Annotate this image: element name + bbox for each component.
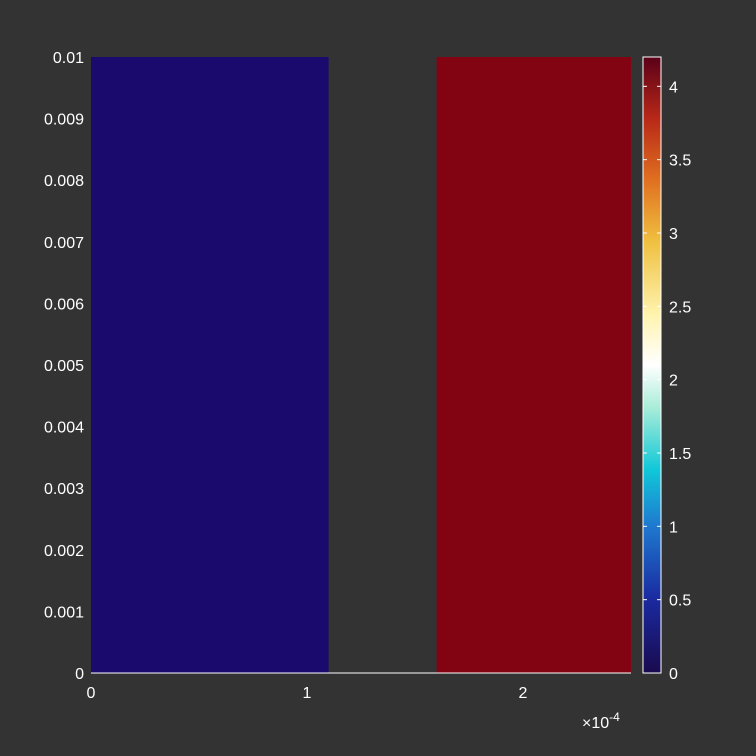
colorbar-gradient bbox=[642, 56, 662, 674]
y-tick-label: 0.007 bbox=[44, 235, 84, 252]
colorbar-tick-label: 3.5 bbox=[669, 153, 691, 170]
colorbar bbox=[642, 56, 662, 674]
x-axis: 0 1 2 bbox=[87, 672, 631, 702]
plot-area bbox=[91, 57, 631, 673]
colorbar-tick-label: 0 bbox=[669, 666, 678, 683]
y-tick-label: 0.002 bbox=[44, 543, 84, 560]
heatmap-region-2 bbox=[436, 57, 631, 673]
x-tick-label: 1 bbox=[303, 685, 312, 702]
colorbar-tick-label: 1.5 bbox=[669, 446, 691, 463]
y-tick-label: 0 bbox=[75, 666, 84, 683]
colorbar-tick-label: 3 bbox=[669, 226, 678, 243]
y-tick-label: 0.006 bbox=[44, 296, 84, 313]
y-tick-label: 0.01 bbox=[53, 50, 84, 67]
colorbar-tick-label: 2 bbox=[669, 373, 678, 390]
y-tick-label: 0.001 bbox=[44, 604, 84, 621]
x-tick-label: 0 bbox=[87, 685, 96, 702]
colorbar-tick-label: 4 bbox=[669, 79, 678, 96]
colorbar-tick-label: 2.5 bbox=[669, 299, 691, 316]
x-axis-multiplier-exponent: -4 bbox=[609, 710, 620, 724]
y-tick-label: 0.003 bbox=[44, 481, 84, 498]
colorbar-ticks: 0 0.5 1 1.5 2 2.5 3 3.5 4 bbox=[643, 79, 691, 683]
colorbar-tick-label: 1 bbox=[669, 519, 678, 536]
x-axis-multiplier-base: ×10 bbox=[582, 715, 609, 732]
x-tick-label: 2 bbox=[519, 685, 528, 702]
heatmap-region-1 bbox=[91, 57, 329, 673]
y-tick-label: 0.005 bbox=[44, 358, 84, 375]
colorbar-tick-label: 0.5 bbox=[669, 593, 691, 610]
y-tick-label: 0.009 bbox=[44, 112, 84, 129]
y-axis: 0 0.001 0.002 0.003 0.004 0.005 0.006 0.007 0.00… bbox=[44, 50, 84, 683]
y-tick-label: 0.004 bbox=[44, 420, 84, 437]
x-axis-multiplier: ×10-4 bbox=[582, 710, 620, 732]
y-tick-label: 0.008 bbox=[44, 173, 84, 190]
